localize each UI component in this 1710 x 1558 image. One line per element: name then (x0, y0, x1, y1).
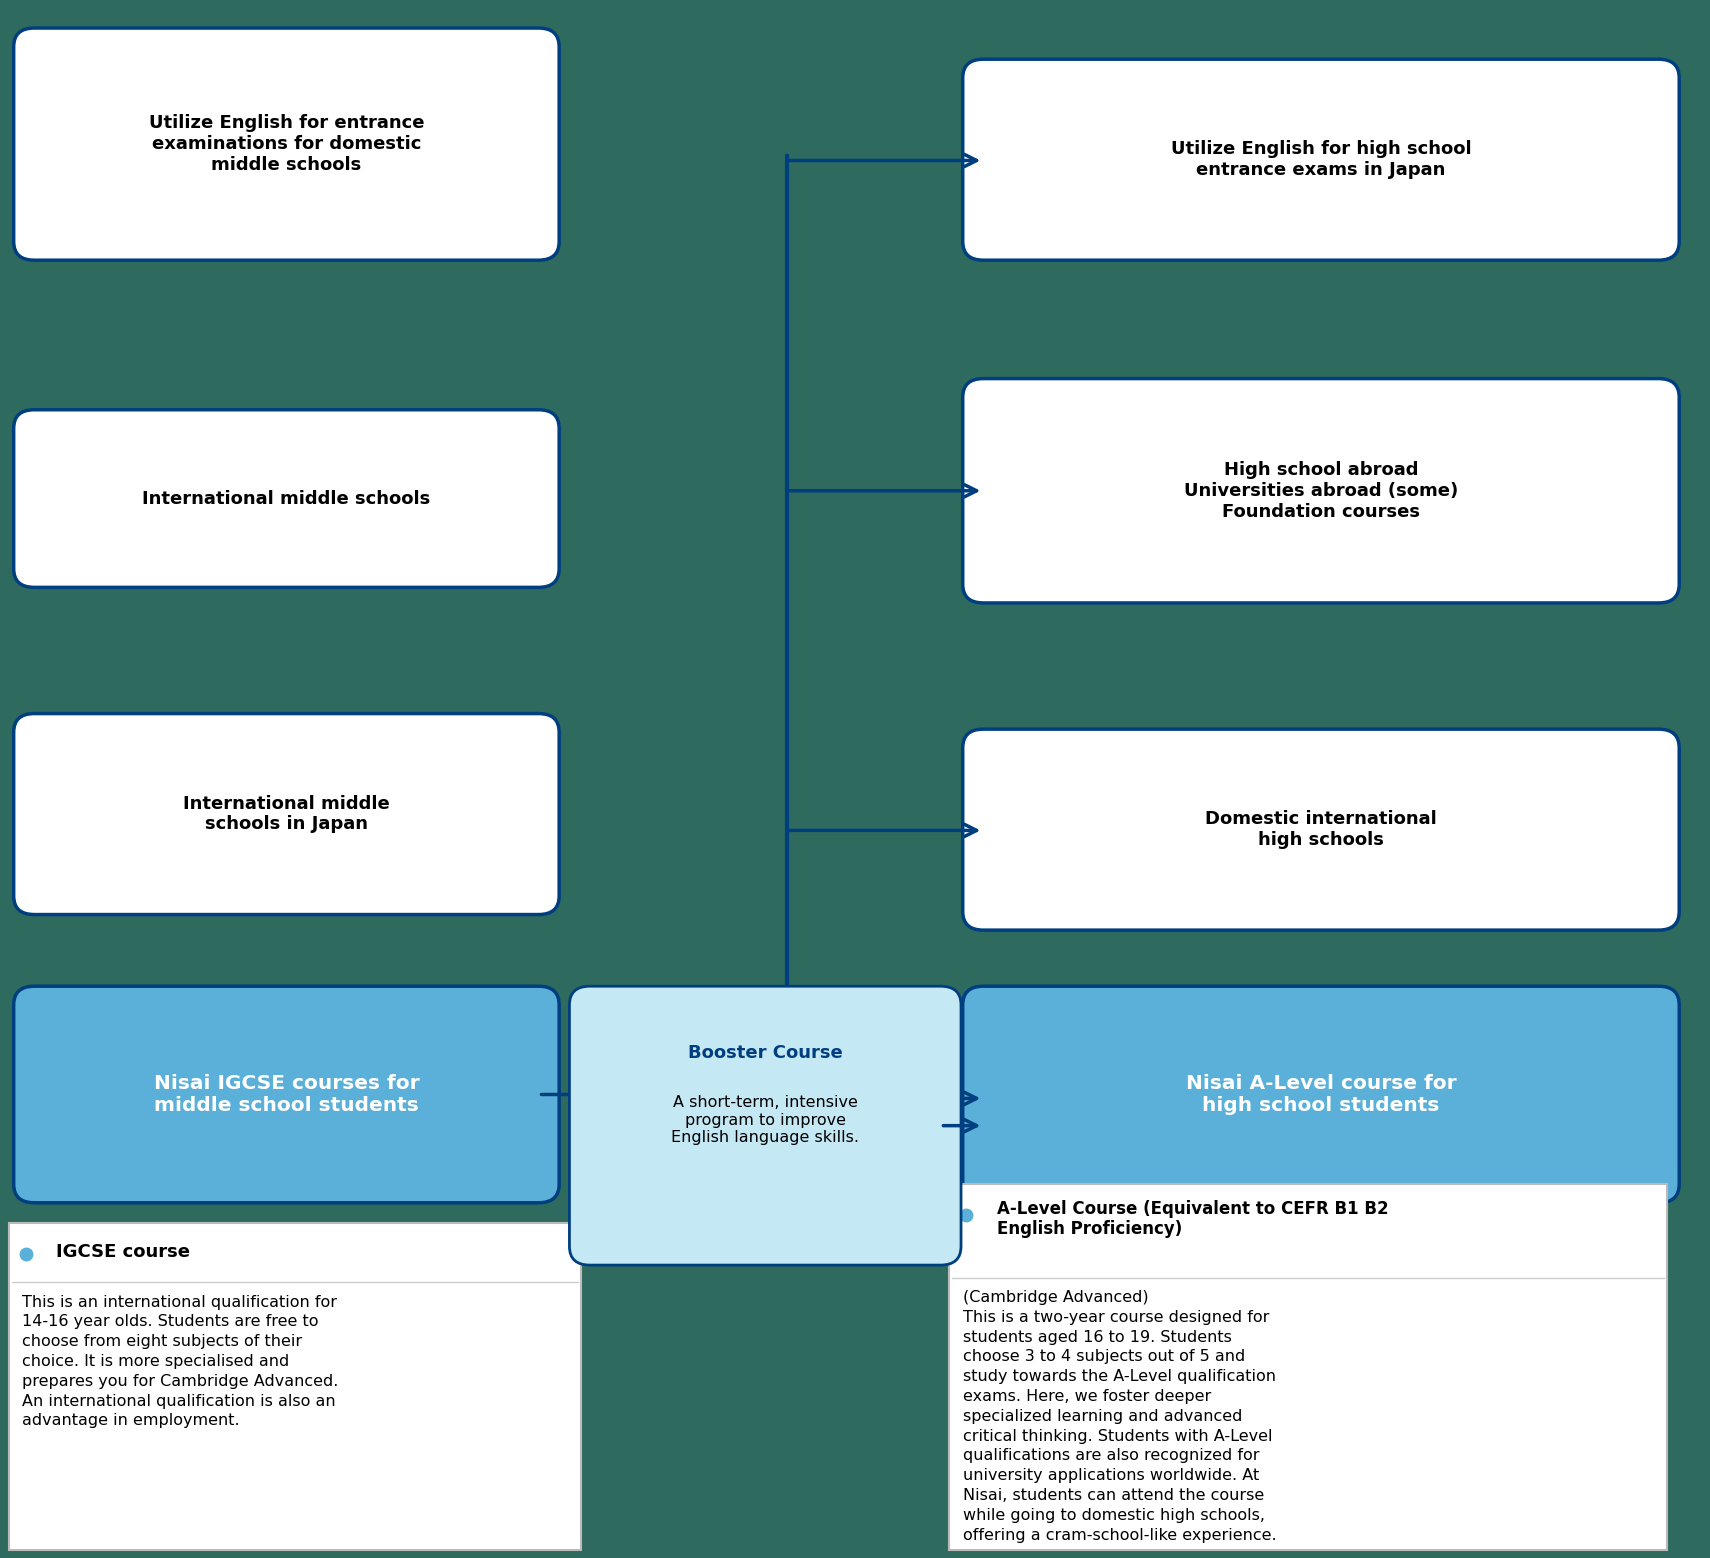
FancyBboxPatch shape (14, 986, 559, 1203)
Text: Nisai IGCSE courses for
middle school students: Nisai IGCSE courses for middle school st… (154, 1073, 419, 1116)
Text: Booster Course: Booster Course (687, 1044, 843, 1063)
FancyBboxPatch shape (963, 729, 1679, 930)
Text: International middle
schools in Japan: International middle schools in Japan (183, 795, 390, 834)
FancyBboxPatch shape (963, 59, 1679, 260)
Text: Domestic international
high schools: Domestic international high schools (1206, 810, 1436, 849)
FancyBboxPatch shape (14, 714, 559, 915)
Text: A short-term, intensive
program to improve
English language skills.: A short-term, intensive program to impro… (672, 1095, 858, 1145)
Text: A-Level Course (Equivalent to CEFR B1 B2
English Proficiency): A-Level Course (Equivalent to CEFR B1 B2… (997, 1200, 1389, 1239)
FancyBboxPatch shape (9, 1223, 581, 1550)
Text: Utilize English for high school
entrance exams in Japan: Utilize English for high school entrance… (1171, 140, 1471, 179)
Text: Nisai A-Level course for
high school students: Nisai A-Level course for high school stu… (1185, 1073, 1457, 1116)
Text: Utilize English for entrance
examinations for domestic
middle schools: Utilize English for entrance examination… (149, 114, 424, 174)
FancyBboxPatch shape (963, 379, 1679, 603)
Text: High school abroad
Universities abroad (some)
Foundation courses: High school abroad Universities abroad (… (1183, 461, 1459, 520)
FancyBboxPatch shape (569, 986, 961, 1265)
Text: This is an international qualification for
14-16 year olds. Students are free to: This is an international qualification f… (22, 1295, 339, 1429)
FancyBboxPatch shape (14, 410, 559, 587)
FancyBboxPatch shape (963, 986, 1679, 1203)
Text: International middle schools: International middle schools (142, 489, 431, 508)
Text: (Cambridge Advanced)
This is a two-year course designed for
students aged 16 to : (Cambridge Advanced) This is a two-year … (963, 1290, 1276, 1542)
Text: IGCSE course: IGCSE course (56, 1243, 190, 1262)
FancyBboxPatch shape (949, 1184, 1667, 1550)
FancyBboxPatch shape (14, 28, 559, 260)
